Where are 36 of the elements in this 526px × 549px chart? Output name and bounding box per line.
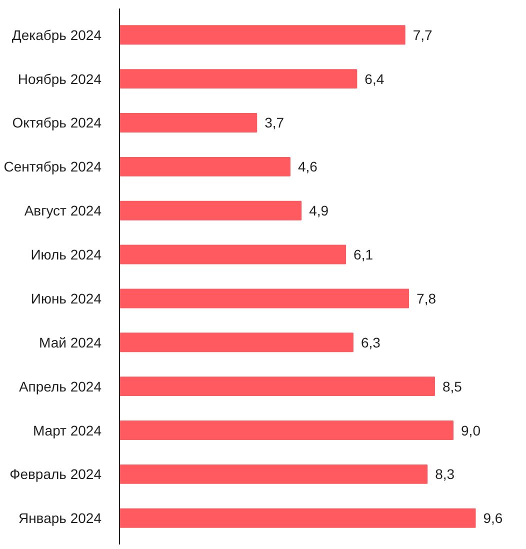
y-tick-label: Апрель 2024 [18, 378, 102, 394]
bar [120, 332, 354, 352]
bar [120, 244, 346, 264]
bar [120, 200, 302, 220]
bar [120, 113, 258, 132]
y-tick-label: Ноябрь 2024 [18, 70, 102, 87]
data-label: 4,6 [298, 158, 318, 175]
bar [120, 376, 435, 396]
y-tick-label: Август 2024 [24, 202, 102, 219]
bar [120, 420, 454, 440]
data-label: 3,7 [264, 114, 284, 131]
y-tick-label: Июль 2024 [30, 246, 102, 263]
y-tick-label: Январь 2024 [18, 510, 102, 526]
data-label: 7,8 [416, 290, 436, 306]
y-tick-label: Сентябрь 2024 [4, 158, 102, 175]
data-label: 6,3 [360, 334, 381, 350]
bar [120, 156, 290, 176]
data-label: 9,6 [483, 510, 503, 526]
bar [120, 69, 358, 89]
data-label: 9,0 [461, 422, 481, 438]
data-label: 4,9 [309, 202, 329, 219]
bar [120, 464, 428, 484]
y-tick-label: Декабрь 2024 [12, 26, 102, 43]
y-tick-label: Февраль 2024 [10, 466, 102, 482]
data-label: 8,5 [442, 378, 462, 394]
y-tick-label: Май 2024 [39, 334, 102, 350]
data-label: 6,4 [364, 70, 384, 87]
data-label: 7,7 [412, 26, 433, 43]
y-tick-label: Июнь 2024 [30, 290, 102, 306]
data-label: 6,1 [354, 246, 374, 263]
bar [120, 288, 410, 308]
y-tick-label: Март 2024 [32, 422, 102, 438]
bar [120, 508, 476, 528]
data-label: 8,3 [435, 466, 455, 482]
y-tick-label: Октябрь 2024 [12, 114, 102, 131]
bar [120, 25, 406, 45]
